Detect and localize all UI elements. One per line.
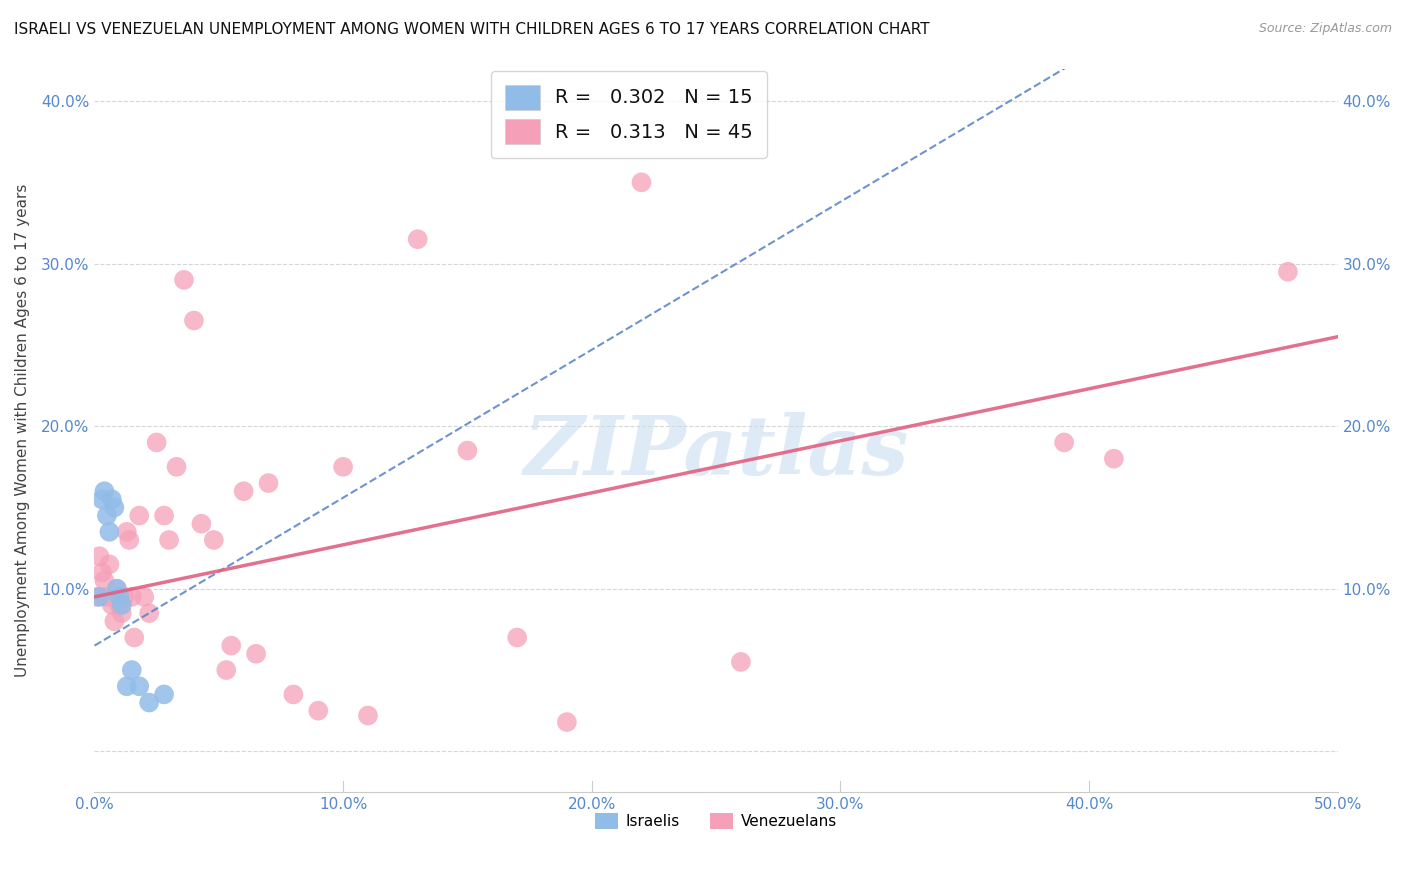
Point [93, 484, 115, 499]
Point [219, 639, 242, 653]
Point [173, 273, 195, 287]
Point [166, 459, 188, 474]
Point [121, 590, 143, 604]
Point [157, 533, 180, 547]
Point [111, 598, 134, 612]
Point [406, 232, 429, 246]
Point [506, 631, 529, 645]
Point [153, 508, 176, 523]
Point [115, 524, 138, 539]
Point [108, 598, 131, 612]
Text: ISRAELI VS VENEZUELAN UNEMPLOYMENT AMONG WOMEN WITH CHILDREN AGES 6 TO 17 YEARS : ISRAELI VS VENEZUELAN UNEMPLOYMENT AMONG… [14, 22, 929, 37]
Point [202, 533, 225, 547]
Point [138, 696, 160, 710]
Point [90, 492, 112, 507]
Text: ZIPatlas: ZIPatlas [523, 412, 908, 492]
Point [332, 459, 354, 474]
Point [183, 313, 205, 327]
Point [134, 590, 156, 604]
Point [118, 533, 141, 547]
Y-axis label: Unemployment Among Women with Children Ages 6 to 17 years: Unemployment Among Women with Children A… [15, 184, 30, 677]
Point [90, 566, 112, 580]
Point [105, 582, 128, 596]
Point [112, 590, 135, 604]
Point [245, 647, 267, 661]
Point [153, 687, 176, 701]
Point [89, 549, 111, 564]
Legend: Israelis, Venezuelans: Israelis, Venezuelans [589, 806, 844, 835]
Point [105, 582, 128, 596]
Text: Source: ZipAtlas.com: Source: ZipAtlas.com [1258, 22, 1392, 36]
Point [93, 574, 115, 588]
Point [89, 590, 111, 604]
Point [307, 704, 329, 718]
Point [555, 714, 578, 729]
Point [101, 492, 124, 507]
Point [86, 590, 108, 604]
Point [145, 435, 167, 450]
Point [1102, 451, 1125, 466]
Point [98, 558, 121, 572]
Point [128, 508, 150, 523]
Point [98, 524, 121, 539]
Point [190, 516, 212, 531]
Point [115, 679, 138, 693]
Point [456, 443, 478, 458]
Point [121, 663, 143, 677]
Point [630, 175, 652, 189]
Point [232, 484, 254, 499]
Point [103, 614, 125, 628]
Point [283, 687, 305, 701]
Point [103, 500, 125, 515]
Point [138, 606, 160, 620]
Point [128, 679, 150, 693]
Point [108, 590, 131, 604]
Point [96, 508, 118, 523]
Point [96, 590, 118, 604]
Point [357, 708, 380, 723]
Point [101, 598, 124, 612]
Point [1053, 435, 1076, 450]
Point [730, 655, 752, 669]
Point [1277, 265, 1299, 279]
Point [111, 606, 134, 620]
Point [122, 631, 145, 645]
Point [257, 476, 280, 491]
Point [215, 663, 238, 677]
